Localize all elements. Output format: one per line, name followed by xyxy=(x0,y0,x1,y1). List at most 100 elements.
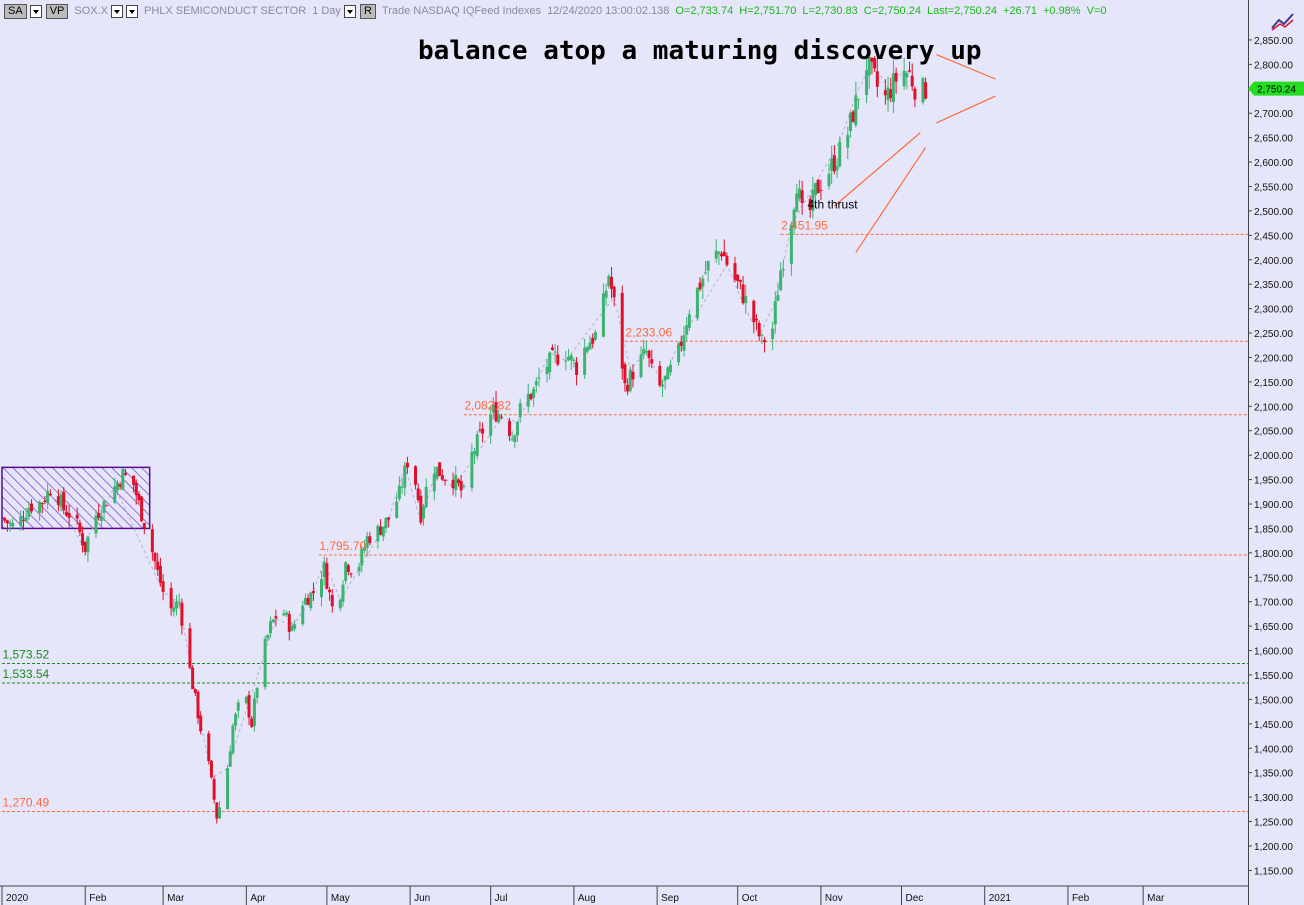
y-tick-label: 1,850.00 xyxy=(1254,524,1293,535)
y-tick-label: 2,600.00 xyxy=(1254,158,1293,169)
candle-body xyxy=(870,57,874,62)
candle-body xyxy=(177,601,181,603)
candle-body xyxy=(663,375,667,381)
candle-body xyxy=(639,354,643,377)
candle-body xyxy=(86,536,90,553)
y-tick-label: 2,100.00 xyxy=(1254,402,1293,413)
y-tick-label: 2,650.00 xyxy=(1254,134,1293,145)
candle-body xyxy=(62,491,66,510)
sa-dropdown-icon[interactable] xyxy=(29,4,42,18)
symbol-label[interactable]: SOX.X xyxy=(74,5,108,17)
candle-body xyxy=(172,607,176,612)
y-tick-label: 1,750.00 xyxy=(1254,573,1293,584)
interval-label[interactable]: 1 Day xyxy=(312,5,341,17)
candle-body xyxy=(142,522,146,529)
candle-body xyxy=(158,565,162,583)
candle-body xyxy=(403,465,407,488)
candle-body xyxy=(140,496,144,522)
candle-body xyxy=(362,547,366,551)
y-tick-label: 1,950.00 xyxy=(1254,476,1293,487)
candle-body xyxy=(132,475,136,485)
candle-body xyxy=(24,517,28,522)
candle-body xyxy=(282,613,286,616)
candle-body xyxy=(105,505,109,507)
x-tick-label: Sep xyxy=(661,893,679,904)
candle-body xyxy=(593,332,597,340)
candle-body xyxy=(124,473,128,475)
bar-type-icon[interactable] xyxy=(126,4,138,18)
candle-body xyxy=(725,255,729,265)
candle-body xyxy=(631,371,635,380)
candle-body xyxy=(891,73,895,103)
candle-body xyxy=(497,414,501,422)
candle-body xyxy=(360,548,364,566)
y-tick-label: 2,050.00 xyxy=(1254,427,1293,438)
candle-body xyxy=(424,486,428,508)
candle-body xyxy=(832,155,836,172)
y-tick-label: 1,450.00 xyxy=(1254,720,1293,731)
candle-body xyxy=(330,595,334,607)
candle-body xyxy=(188,628,192,668)
candle-body xyxy=(416,488,420,501)
x-tick-label: Oct xyxy=(742,893,758,904)
y-tick-label: 1,500.00 xyxy=(1254,695,1293,706)
candle-body xyxy=(913,88,917,100)
candle-body xyxy=(583,347,587,375)
candle-body xyxy=(234,713,238,726)
candle-body xyxy=(349,573,353,575)
candle-body xyxy=(771,328,775,339)
candle-body xyxy=(808,198,812,211)
candle-body xyxy=(325,563,329,589)
candle-body xyxy=(741,284,745,304)
change-readout: +26.71 xyxy=(1003,5,1037,17)
candle-body xyxy=(40,503,44,505)
price-axis-panel[interactable] xyxy=(1248,0,1304,905)
candle-body xyxy=(19,516,23,526)
candle-body xyxy=(102,501,106,513)
candle-body xyxy=(75,514,79,519)
chart-title: balance atop a maturing discovery up xyxy=(418,36,982,66)
candle-body xyxy=(722,251,726,257)
candle-body xyxy=(585,347,589,352)
candle-body xyxy=(518,403,522,418)
candle-body xyxy=(247,695,251,718)
y-tick-label: 2,250.00 xyxy=(1254,329,1293,340)
candle-body xyxy=(443,479,447,481)
candle-body xyxy=(620,292,624,369)
candle-body xyxy=(357,566,361,572)
candle-body xyxy=(677,343,681,363)
symbol-dropdown-icon[interactable] xyxy=(111,4,123,18)
candle-body xyxy=(873,58,877,69)
candle-body xyxy=(212,779,216,800)
candle-body xyxy=(97,513,101,518)
x-tick-label: Mar xyxy=(167,893,185,904)
candle-body xyxy=(609,276,613,289)
candle-body xyxy=(902,70,906,87)
candle-body xyxy=(494,401,498,422)
candle-body xyxy=(894,72,898,82)
chart-trend-icon[interactable] xyxy=(1270,10,1296,32)
y-tick-label: 2,850.00 xyxy=(1254,36,1293,47)
x-tick-label: Dec xyxy=(905,893,923,904)
x-tick-label: Apr xyxy=(250,893,266,904)
candle-body xyxy=(733,263,737,280)
candle-body xyxy=(607,275,611,287)
candle-body xyxy=(422,506,426,519)
candle-body xyxy=(647,350,651,359)
candle-body xyxy=(703,272,707,274)
candle-body xyxy=(48,493,52,496)
r-button[interactable]: R xyxy=(359,3,376,19)
candle-body xyxy=(475,434,479,456)
candle-body xyxy=(115,482,119,491)
last-price-tag xyxy=(1248,81,1304,96)
sa-button[interactable]: SA xyxy=(4,3,27,19)
interval-dropdown-icon[interactable] xyxy=(343,4,356,18)
candle-body xyxy=(435,466,439,479)
candle-body xyxy=(11,522,15,527)
candle-body xyxy=(781,269,785,271)
candle-body xyxy=(405,462,409,468)
candle-body xyxy=(851,111,855,122)
vp-button[interactable]: VP xyxy=(45,3,69,19)
candle-body xyxy=(169,588,173,609)
